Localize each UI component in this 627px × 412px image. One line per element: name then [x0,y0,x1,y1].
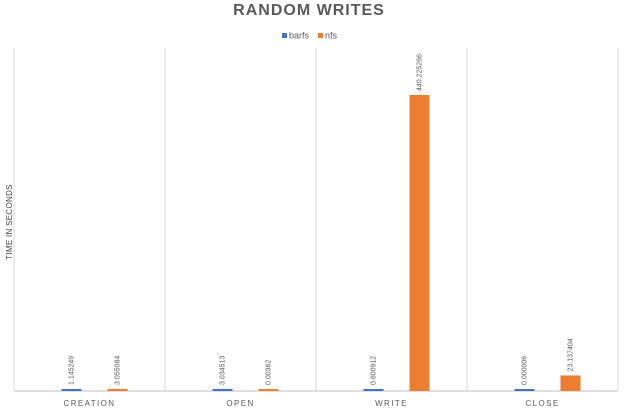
bar-nfs-creation [107,388,128,391]
legend: barfs nfs [282,31,338,41]
legend-swatch-nfs [318,33,323,38]
data-label: 3.034513 [220,356,227,385]
y-axis-label: TIME IN SECONDS [5,184,14,260]
chart-title: RANDOM WRITES [233,2,385,19]
data-label: 3.055084 [115,356,122,385]
x-tick-label: CLOSE [525,399,559,408]
bar-nfs-open [258,389,279,391]
data-label: 1.145249 [69,356,76,385]
legend-label-nfs: nfs [325,31,338,41]
x-tick-label: CREATION [64,399,116,408]
plot-area: CREATION 1.145249 3.055084 OPEN 3.034513 0.00… [13,48,619,408]
bar-nfs-close [560,375,581,391]
bar-nfs-write [409,95,430,391]
data-label: 0.00362 [266,360,273,385]
data-label: 23.137404 [568,338,575,371]
bar-barfs-close [514,389,535,391]
legend-label-barfs: barfs [289,31,310,41]
bar-barfs-open [212,388,233,391]
data-label: 0.800912 [371,356,378,385]
legend-swatch-barfs [282,33,287,38]
bar-barfs-creation [61,389,82,391]
data-label: 0.000006 [522,356,529,385]
data-label: 440.225266 [417,54,424,91]
x-tick-label: OPEN [226,399,254,408]
x-tick-label: WRITE [375,399,408,408]
bar-barfs-write [363,389,384,391]
